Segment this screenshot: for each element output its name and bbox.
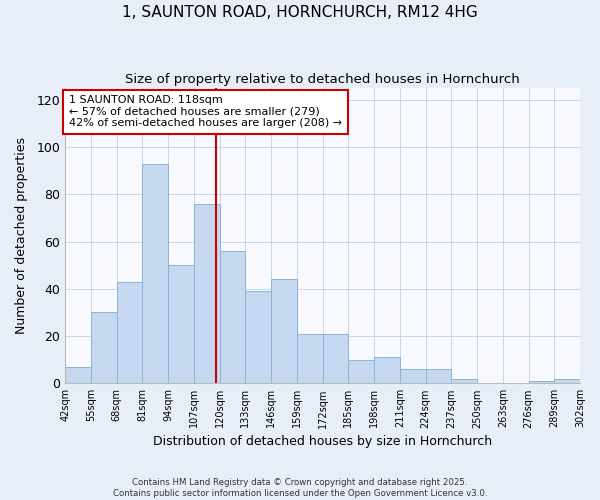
Bar — [116, 282, 142, 384]
Bar — [400, 369, 425, 384]
Bar — [271, 280, 297, 384]
Bar — [348, 360, 374, 384]
Bar — [194, 204, 220, 384]
Text: Contains HM Land Registry data © Crown copyright and database right 2025.
Contai: Contains HM Land Registry data © Crown c… — [113, 478, 487, 498]
Bar — [529, 381, 554, 384]
Bar — [451, 378, 477, 384]
Text: 1, SAUNTON ROAD, HORNCHURCH, RM12 4HG: 1, SAUNTON ROAD, HORNCHURCH, RM12 4HG — [122, 5, 478, 20]
Bar — [323, 334, 348, 384]
Bar — [245, 291, 271, 384]
Bar — [91, 312, 116, 384]
Text: 1 SAUNTON ROAD: 118sqm
← 57% of detached houses are smaller (279)
42% of semi-de: 1 SAUNTON ROAD: 118sqm ← 57% of detached… — [69, 95, 342, 128]
Title: Size of property relative to detached houses in Hornchurch: Size of property relative to detached ho… — [125, 72, 520, 86]
Y-axis label: Number of detached properties: Number of detached properties — [15, 137, 28, 334]
Bar — [425, 369, 451, 384]
Bar — [220, 251, 245, 384]
Bar — [554, 378, 580, 384]
Bar — [142, 164, 168, 384]
X-axis label: Distribution of detached houses by size in Hornchurch: Distribution of detached houses by size … — [153, 434, 492, 448]
Bar — [168, 265, 194, 384]
Bar — [65, 367, 91, 384]
Bar — [297, 334, 323, 384]
Bar — [374, 358, 400, 384]
